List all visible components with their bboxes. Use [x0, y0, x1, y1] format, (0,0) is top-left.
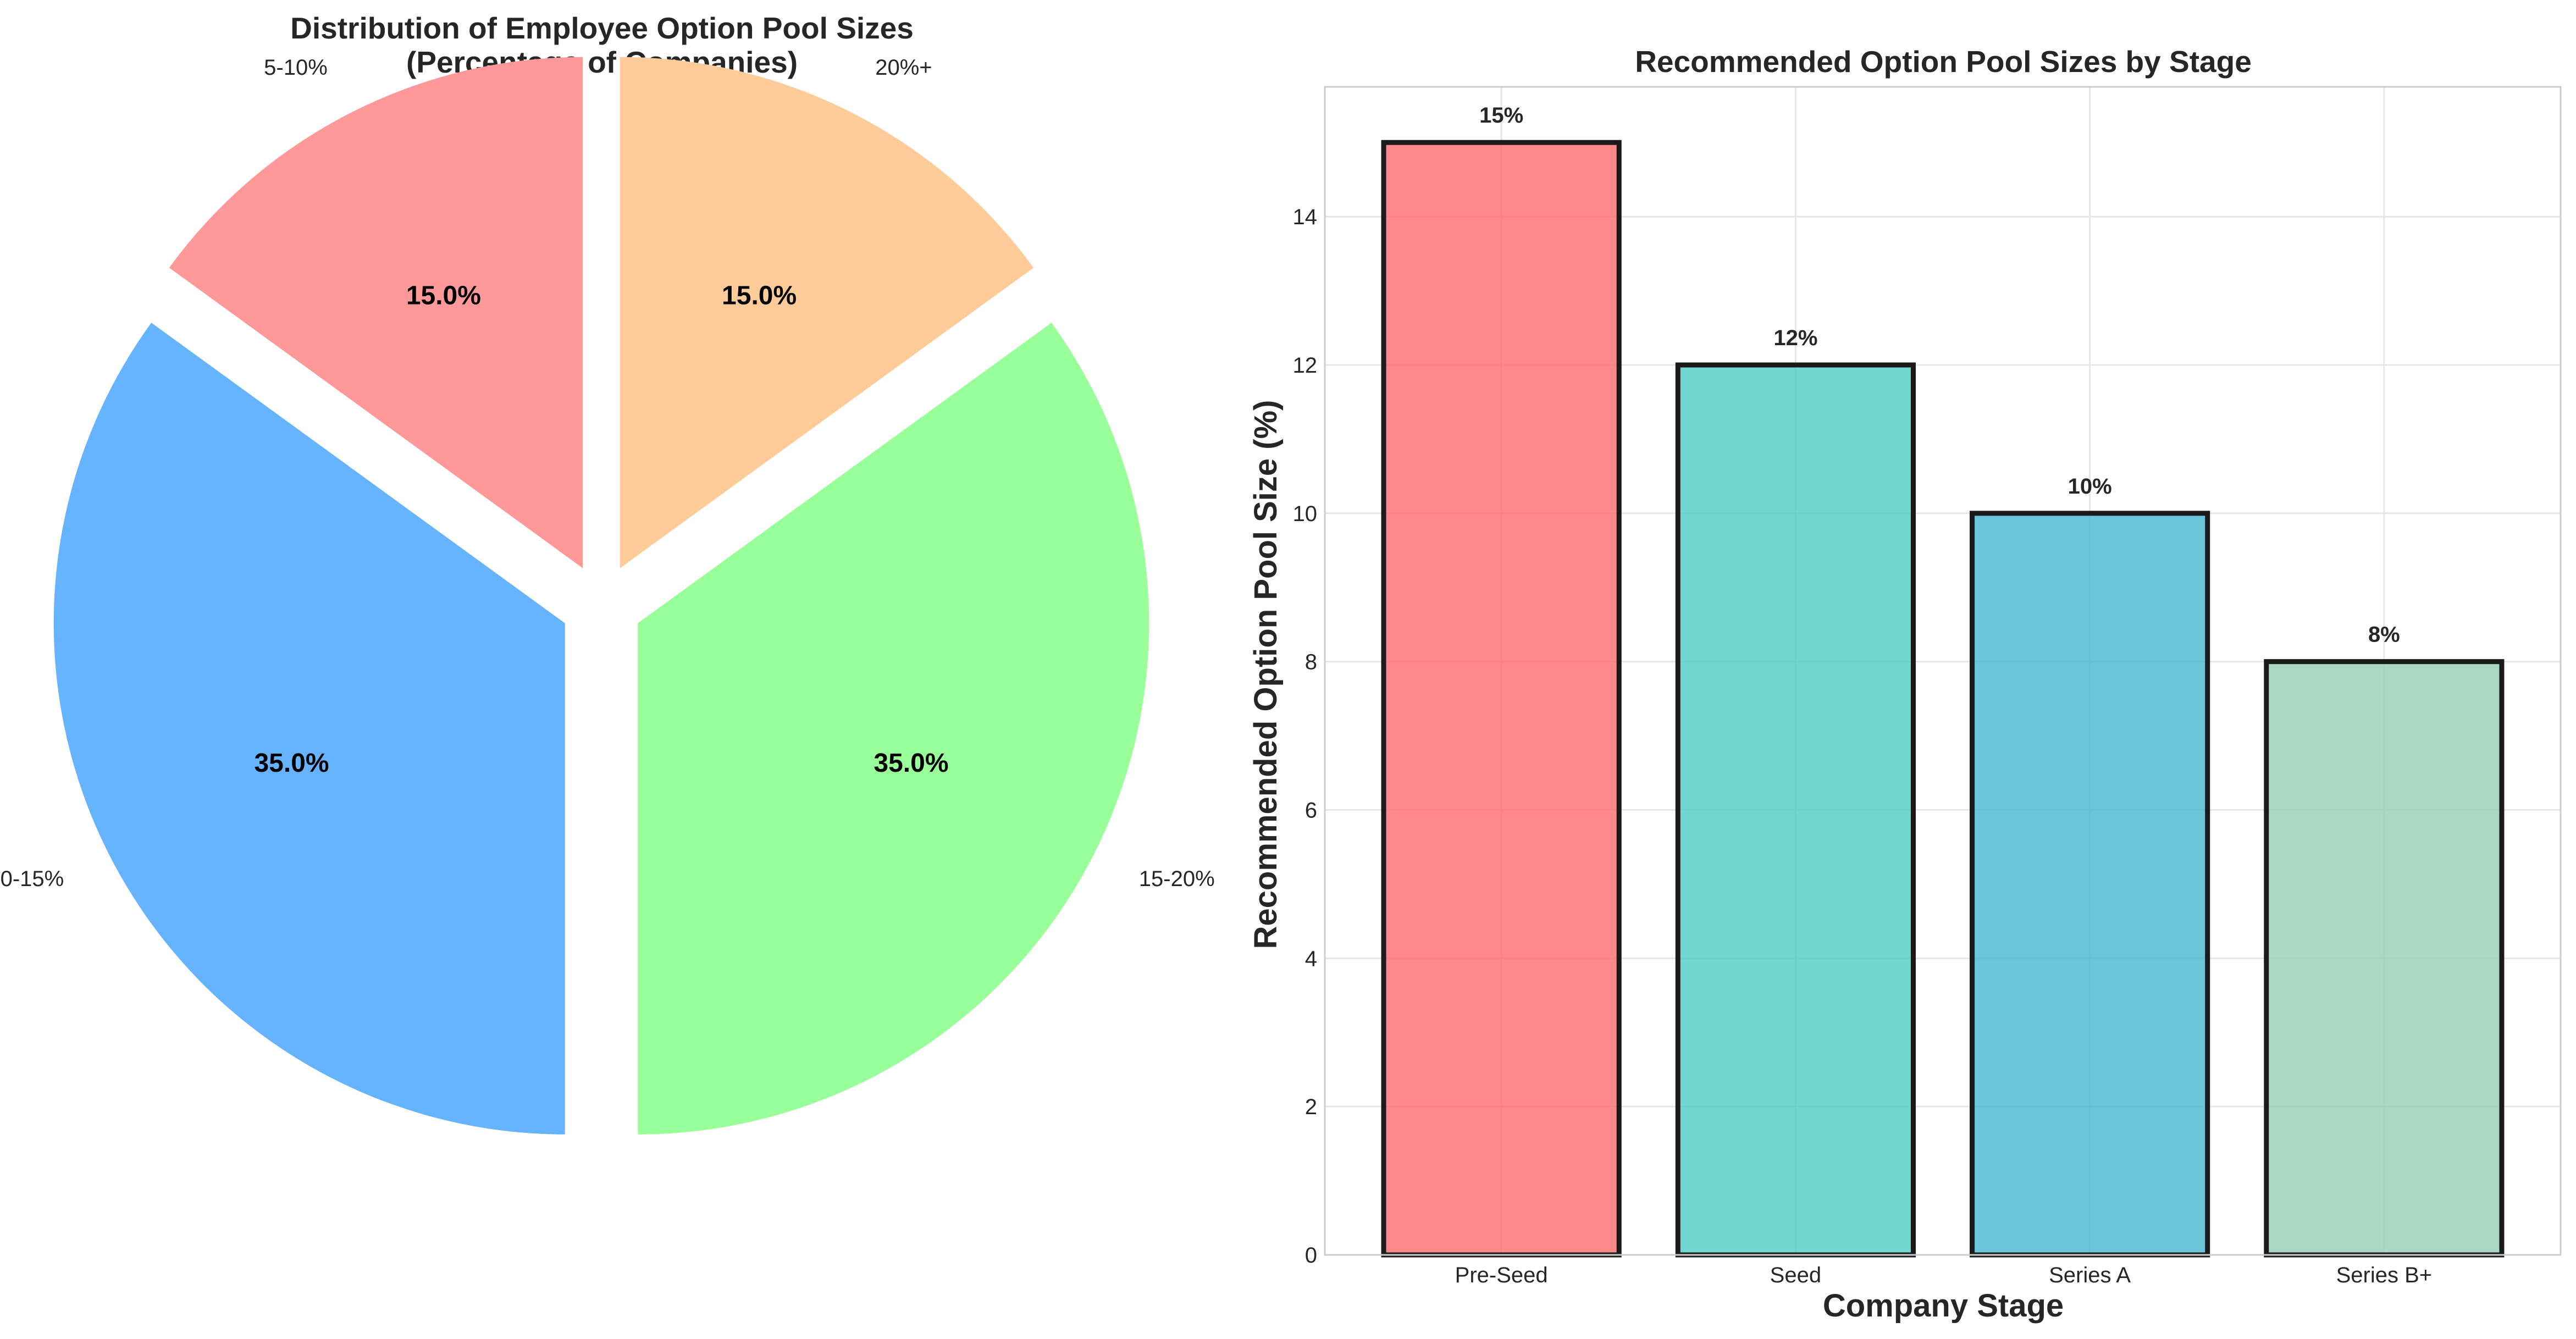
x-tick-label-seed: Seed [1770, 1263, 1821, 1287]
plot-frame [1324, 86, 2562, 1256]
y-tick-label-10: 10 [1293, 502, 1318, 526]
pie-pct-label-20: 15.0% [722, 281, 797, 311]
pie-pct-label-5-10: 15.0% [406, 281, 481, 311]
bar-ticks: 0 2 4 6 8 10 12 14 Pre-Seed Seed Series A Series B+ [1293, 205, 2433, 1287]
pie-label-20: 20%+ [875, 56, 932, 80]
bar-pre-seed [1381, 140, 1622, 1258]
pie-label-5-10: 5-10% [264, 56, 328, 80]
pie-labels: 5-10% 15.0% 10-15% 35.0% 15-20% 35.0% 20%+ 15.0… [0, 56, 1215, 891]
pie-chart-panel: Distribution of Employee Option Pool Siz… [0, 11, 1215, 1135]
x-tick-label-pre-seed: Pre-Seed [1455, 1263, 1548, 1287]
bar-value-label-pre-seed: 15% [1479, 103, 1523, 128]
pie-slice-15-20 [638, 323, 1149, 1135]
pie-slice-5-10 [169, 57, 583, 568]
y-tick-label-14: 14 [1293, 205, 1318, 229]
bar-value-label-seed: 12% [1773, 326, 1817, 350]
pie-slice-20 [620, 57, 1034, 568]
pie-title-line1: Distribution of Employee Option Pool Siz… [290, 11, 914, 45]
bar-title: Recommended Option Pool Sizes by Stage [1635, 45, 2252, 79]
y-tick-label-6: 6 [1305, 798, 1317, 822]
y-axis-label: Recommended Option Pool Size (%) [1248, 400, 1284, 949]
bar-value-label-series-b: 8% [2368, 623, 2400, 647]
pie-label-15-20: 15-20% [1139, 867, 1215, 891]
bar-series-a [1970, 511, 2210, 1258]
y-tick-label-8: 8 [1305, 650, 1317, 674]
pie-label-10-15: 10-15% [0, 867, 64, 891]
x-axis-label: Company Stage [1823, 1288, 2064, 1324]
pie-slice-10-15 [53, 323, 565, 1135]
y-tick-label-12: 12 [1293, 353, 1318, 378]
pie-slices [53, 57, 1149, 1135]
pie-pct-label-10-15: 35.0% [254, 749, 329, 778]
bar-bars: 15% 12% 10% 8% [1381, 103, 2505, 1258]
y-tick-label-0: 0 [1305, 1243, 1317, 1268]
x-tick-label-series-b: Series B+ [2336, 1263, 2433, 1287]
pie-pct-label-15-20: 35.0% [874, 749, 948, 778]
bar-series-b [2264, 659, 2505, 1258]
x-tick-label-series-a: Series A [2049, 1263, 2131, 1287]
bar-seed [1675, 362, 1916, 1258]
y-tick-label-2: 2 [1305, 1095, 1317, 1119]
bar-value-label-series-a: 10% [2068, 474, 2112, 499]
y-tick-label-4: 4 [1305, 947, 1317, 971]
bar-chart-panel: Recommended Option Pool Sizes by Stage 1… [1248, 45, 2562, 1324]
